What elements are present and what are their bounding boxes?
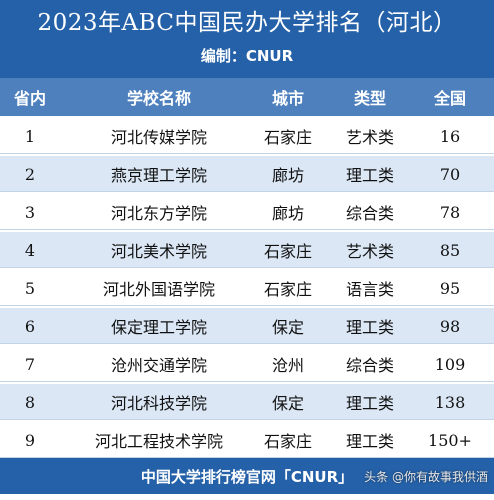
school-name-cell: 河北外国语学院 <box>102 280 215 299</box>
city-cell: 廊坊 <box>271 166 304 185</box>
national-rank-cell: 16 <box>439 126 461 146</box>
type-cell: 理工类 <box>345 432 394 451</box>
city-cell: 沧州 <box>271 356 304 375</box>
province-rank-cell: 4 <box>24 240 36 260</box>
city-cell: 保定 <box>271 318 304 337</box>
column-header-city: 城市 <box>271 89 304 108</box>
school-name-cell: 沧州交通学院 <box>110 356 207 375</box>
city-cell: 石家庄 <box>263 128 312 147</box>
row-divider <box>0 381 494 382</box>
row-divider <box>0 267 494 268</box>
row-divider <box>0 419 494 420</box>
row-divider <box>0 229 494 230</box>
table-row: 7 沧州交通学院 沧州 综合类 109 <box>0 346 494 382</box>
school-name-cell: 河北科技学院 <box>110 394 207 413</box>
footer-banner: 中国大学排行榜官网「CNUR」 <box>0 458 494 494</box>
school-name-cell: 河北传媒学院 <box>110 128 207 147</box>
city-cell: 保定 <box>271 394 304 413</box>
row-divider <box>0 305 494 306</box>
city-cell: 廊坊 <box>271 204 304 223</box>
school-name-cell: 保定理工学院 <box>110 318 207 337</box>
row-divider <box>0 191 494 192</box>
table-row: 1 河北传媒学院 石家庄 艺术类 16 <box>0 118 494 154</box>
column-header-national-rank: 全国 <box>433 89 466 108</box>
table-row: 2 燕京理工学院 廊坊 理工类 70 <box>0 156 494 192</box>
city-cell: 石家庄 <box>263 280 312 299</box>
province-rank-cell: 2 <box>24 164 36 184</box>
table-row: 8 河北科技学院 保定 理工类 138 <box>0 384 494 420</box>
table-row: 4 河北美术学院 石家庄 艺术类 85 <box>0 232 494 268</box>
school-name-cell: 河北东方学院 <box>110 204 207 223</box>
type-cell: 语言类 <box>345 280 394 299</box>
row-divider <box>0 153 494 154</box>
watermark: 头条 @你有故事我供酒 <box>364 470 488 484</box>
city-cell: 石家庄 <box>263 432 312 451</box>
national-rank-cell: 78 <box>439 202 461 222</box>
table-row: 6 保定理工学院 保定 理工类 98 <box>0 308 494 344</box>
row-divider <box>0 343 494 344</box>
national-rank-cell: 95 <box>439 278 461 298</box>
type-cell: 综合类 <box>345 356 394 375</box>
table-row: 9 河北工程技术学院 石家庄 理工类 150+ <box>0 422 494 458</box>
province-rank-cell: 1 <box>24 126 36 146</box>
province-rank-cell: 8 <box>24 392 36 412</box>
province-rank-cell: 7 <box>24 354 36 374</box>
type-cell: 理工类 <box>345 166 394 185</box>
type-cell: 艺术类 <box>345 242 394 261</box>
city-cell: 石家庄 <box>263 242 312 261</box>
national-rank-cell: 98 <box>439 316 461 336</box>
province-rank-cell: 6 <box>24 316 36 336</box>
type-cell: 理工类 <box>345 394 394 413</box>
editor-label: 编制：CNUR <box>200 47 294 65</box>
school-name-cell: 河北美术学院 <box>110 242 207 261</box>
province-rank-cell: 9 <box>24 430 36 450</box>
row-divider <box>0 457 494 458</box>
table-row: 5 河北外国语学院 石家庄 语言类 95 <box>0 270 494 306</box>
type-cell: 综合类 <box>345 204 394 223</box>
national-rank-cell: 150+ <box>428 430 472 450</box>
column-header-school-name: 学校名称 <box>126 89 191 108</box>
national-rank-cell: 85 <box>439 240 461 260</box>
province-rank-cell: 5 <box>24 278 36 298</box>
province-rank-cell: 3 <box>24 202 36 222</box>
table-row: 3 河北东方学院 廊坊 综合类 78 <box>0 194 494 230</box>
school-name-cell: 河北工程技术学院 <box>94 432 223 451</box>
header-banner: 2023年ABC中国民办大学排名（河北） 编制：CNUR <box>0 0 494 78</box>
column-header-province-rank: 省内 <box>13 89 46 108</box>
column-header-type: 类型 <box>353 89 386 108</box>
national-rank-cell: 109 <box>434 354 466 374</box>
type-cell: 艺术类 <box>345 128 394 147</box>
type-cell: 理工类 <box>345 318 394 337</box>
national-rank-cell: 138 <box>434 392 466 412</box>
school-name-cell: 燕京理工学院 <box>110 166 207 185</box>
table-header: 省内 学校名称 城市 类型 全国 <box>0 78 494 116</box>
page-title: 2023年ABC中国民办大学排名（河北） <box>37 10 457 36</box>
footer-text: 中国大学排行榜官网「CNUR」 <box>140 467 354 486</box>
national-rank-cell: 70 <box>439 164 461 184</box>
